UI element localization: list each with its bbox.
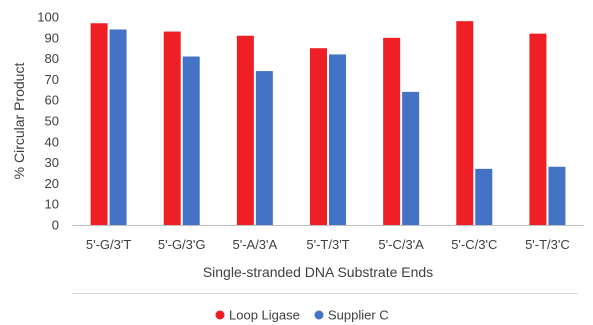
- y-tick-label: 100: [37, 10, 59, 25]
- y-tick-label: 60: [45, 93, 59, 108]
- bar-loop-ligase: [310, 48, 327, 226]
- x-tick-label: 5'-G/3'G: [158, 237, 206, 252]
- y-tick-label: 70: [45, 72, 59, 87]
- legend-marker: [314, 310, 324, 320]
- y-axis-ticks: 0 10 20 30 40 50 60 70 80 90 100: [37, 10, 59, 233]
- bar-loop-ligase: [236, 35, 254, 225]
- x-tick-label: 5'-G/3'T: [86, 237, 131, 252]
- legend-label: Supplier C: [328, 308, 389, 323]
- y-tick-label: 30: [45, 155, 59, 170]
- y-tick-label: 50: [45, 114, 59, 129]
- legend: Loop Ligase Supplier C: [215, 308, 389, 323]
- y-tick-label: 90: [45, 30, 59, 45]
- y-axis-title: % Circular Product: [11, 63, 27, 180]
- x-axis-ticks: 5'-G/3'T 5'-G/3'G 5'-A/3'A 5'-T/3'T 5'-C/3'A…: [86, 237, 570, 252]
- x-tick-label: 5'-T/3'T: [306, 237, 349, 252]
- y-tick-label: 40: [45, 134, 59, 149]
- y-tick-label: 20: [45, 176, 59, 191]
- x-tick-label: 5'-C/3'A: [378, 237, 424, 252]
- x-tick-label: 5'-C/3'C: [451, 237, 497, 252]
- bar-supplier-c: [548, 166, 566, 225]
- bar-loop-ligase: [90, 23, 108, 225]
- y-tick-label: 80: [45, 51, 59, 66]
- bar-supplier-c: [182, 56, 200, 225]
- bars: [90, 21, 566, 226]
- bar-supplier-c: [109, 29, 127, 226]
- x-tick-label: 5'-T/3'C: [525, 237, 570, 252]
- bar-loop-ligase: [529, 33, 547, 225]
- legend-marker: [215, 310, 225, 320]
- x-axis-title: Single-stranded DNA Substrate Ends: [203, 264, 433, 280]
- bar-supplier-c: [402, 91, 420, 225]
- bar-loop-ligase: [456, 21, 474, 225]
- bar-supplier-c: [475, 168, 493, 225]
- x-tick-label: 5'-A/3'A: [232, 237, 277, 252]
- y-tick-label: 0: [52, 218, 59, 233]
- bar-loop-ligase: [383, 37, 401, 225]
- y-tick-label: 10: [45, 197, 59, 212]
- bar-loop-ligase: [163, 31, 181, 226]
- legend-label: Loop Ligase: [229, 308, 300, 323]
- bar-supplier-c: [329, 54, 346, 225]
- bar-supplier-c: [255, 71, 273, 225]
